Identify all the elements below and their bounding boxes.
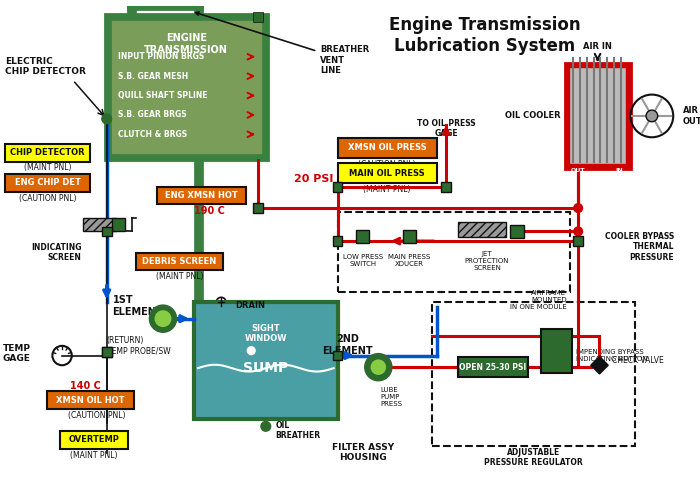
Bar xyxy=(5,174,90,192)
Circle shape xyxy=(102,114,111,124)
Text: DRAIN: DRAIN xyxy=(234,301,265,310)
Bar xyxy=(565,63,631,169)
Text: DEBRIS SCREEN: DEBRIS SCREEN xyxy=(142,257,216,266)
Text: OIL COOLER: OIL COOLER xyxy=(505,111,561,120)
Text: (CAUTION PNL): (CAUTION PNL) xyxy=(69,411,126,420)
Bar xyxy=(337,163,437,183)
Text: (CAUTION PNL): (CAUTION PNL) xyxy=(19,194,76,203)
Bar xyxy=(332,236,342,246)
Bar xyxy=(569,67,626,164)
Bar xyxy=(253,203,263,213)
Bar xyxy=(458,358,528,377)
Circle shape xyxy=(365,354,392,381)
Text: 2ND
ELEMENT: 2ND ELEMENT xyxy=(322,334,372,356)
Text: TO OIL PRESS
GAGE: TO OIL PRESS GAGE xyxy=(417,119,475,138)
Text: CHECK VALVE: CHECK VALVE xyxy=(612,356,664,365)
Bar xyxy=(47,391,134,409)
Text: IMPENDING BYPASS
INDICATING BUTTON: IMPENDING BYPASS INDICATING BUTTON xyxy=(576,349,648,362)
Text: 1ST
ELEMENT: 1ST ELEMENT xyxy=(113,295,163,317)
Circle shape xyxy=(149,305,176,332)
Text: MAIN OIL PRESS: MAIN OIL PRESS xyxy=(349,169,425,178)
Circle shape xyxy=(370,359,386,375)
Text: SUMP: SUMP xyxy=(243,361,288,375)
Text: ELECTRIC
CHIP DETECTOR: ELECTRIC CHIP DETECTOR xyxy=(5,57,85,76)
Bar xyxy=(442,182,451,192)
Text: OPEN 25-30 PSI: OPEN 25-30 PSI xyxy=(459,363,526,372)
Text: (MAINT PNL): (MAINT PNL) xyxy=(155,272,203,281)
Bar xyxy=(136,253,223,270)
Bar xyxy=(332,182,342,192)
Text: OVERTEMP: OVERTEMP xyxy=(69,435,120,445)
Bar xyxy=(337,212,570,292)
Bar xyxy=(102,347,111,357)
Circle shape xyxy=(261,422,271,431)
Text: BREATHER
VENT
LINE: BREATHER VENT LINE xyxy=(195,12,370,75)
Bar xyxy=(105,14,267,160)
Bar xyxy=(356,230,369,242)
Text: ENG CHIP DET: ENG CHIP DET xyxy=(15,178,80,187)
Text: OUT: OUT xyxy=(571,168,585,174)
Text: AIRFRAME
MOUNTED
IN ONE MODULE: AIRFRAME MOUNTED IN ONE MODULE xyxy=(510,290,566,310)
Bar xyxy=(458,222,506,237)
Circle shape xyxy=(247,347,255,355)
Text: (MAINT PNL): (MAINT PNL) xyxy=(363,185,411,194)
Text: 190 C: 190 C xyxy=(194,206,225,216)
Polygon shape xyxy=(591,357,608,374)
Bar xyxy=(573,236,583,246)
Bar xyxy=(111,218,125,231)
Text: MAIN PRESS
XDUCER: MAIN PRESS XDUCER xyxy=(389,254,430,267)
Text: (CAUTION PNL): (CAUTION PNL) xyxy=(358,160,416,169)
Bar xyxy=(253,12,263,22)
Text: QUILL SHAFT SPLINE: QUILL SHAFT SPLINE xyxy=(118,91,208,100)
Text: XMSN OIL HOT: XMSN OIL HOT xyxy=(56,396,125,405)
Text: (MAINT PNL): (MAINT PNL) xyxy=(24,163,71,173)
Text: 20 PSI: 20 PSI xyxy=(294,174,334,184)
Text: AIR
OUT: AIR OUT xyxy=(683,106,700,126)
Circle shape xyxy=(646,110,658,122)
Circle shape xyxy=(574,227,582,236)
Text: Engine Transmission
Lubrication System: Engine Transmission Lubrication System xyxy=(389,16,581,55)
Text: IN: IN xyxy=(615,168,623,174)
Text: SIGHT
WINDOW: SIGHT WINDOW xyxy=(244,324,287,343)
Bar xyxy=(102,347,111,357)
Bar xyxy=(5,144,90,162)
Text: S.B. GEAR BRGS: S.B. GEAR BRGS xyxy=(118,110,187,120)
Bar xyxy=(194,302,337,419)
Text: 140 C: 140 C xyxy=(70,381,101,391)
Bar xyxy=(337,138,437,158)
Bar xyxy=(60,431,128,449)
Text: JET
PROTECTION
SCREEN: JET PROTECTION SCREEN xyxy=(465,251,509,271)
Bar xyxy=(83,218,116,231)
Text: FILTER ASSY
HOUSING: FILTER ASSY HOUSING xyxy=(332,443,394,462)
Text: XMSN OIL PRESS: XMSN OIL PRESS xyxy=(348,143,426,152)
Bar xyxy=(432,302,636,446)
Bar xyxy=(403,230,416,242)
Bar xyxy=(102,227,111,236)
Text: (RETURN)
TEMP PROBE/SW: (RETURN) TEMP PROBE/SW xyxy=(106,336,170,356)
Text: INDICATING
SCREEN: INDICATING SCREEN xyxy=(31,243,81,262)
Bar xyxy=(510,225,524,238)
Text: ENGINE
TRANSMISSION: ENGINE TRANSMISSION xyxy=(144,33,228,55)
Text: (MAINT PNL): (MAINT PNL) xyxy=(70,451,118,460)
Text: AIR IN: AIR IN xyxy=(583,42,612,51)
Text: ENG XMSN HOT: ENG XMSN HOT xyxy=(165,191,238,200)
Bar xyxy=(158,187,246,204)
Text: OIL
BREATHER: OIL BREATHER xyxy=(276,421,321,440)
Bar xyxy=(332,351,342,360)
Bar xyxy=(111,21,261,153)
Text: COOLER BYPASS
THERMAL
PRESSURE: COOLER BYPASS THERMAL PRESSURE xyxy=(605,232,674,262)
Text: LOW PRESS
SWITCH: LOW PRESS SWITCH xyxy=(343,254,383,267)
Text: CLUTCH & BRGS: CLUTCH & BRGS xyxy=(118,130,188,139)
Circle shape xyxy=(574,204,582,212)
Text: S.B. GEAR MESH: S.B. GEAR MESH xyxy=(118,72,188,81)
Text: ADJUSTABLE
PRESSURE REGULATOR: ADJUSTABLE PRESSURE REGULATOR xyxy=(484,448,583,467)
Text: CHIP DETECTOR: CHIP DETECTOR xyxy=(10,148,85,157)
Circle shape xyxy=(155,311,171,326)
Text: LUBE
PUMP
PRESS: LUBE PUMP PRESS xyxy=(380,387,402,407)
Bar xyxy=(541,329,573,373)
Text: INPUT PINION BRGS: INPUT PINION BRGS xyxy=(118,52,204,61)
Text: TEMP
GAGE: TEMP GAGE xyxy=(3,344,31,363)
